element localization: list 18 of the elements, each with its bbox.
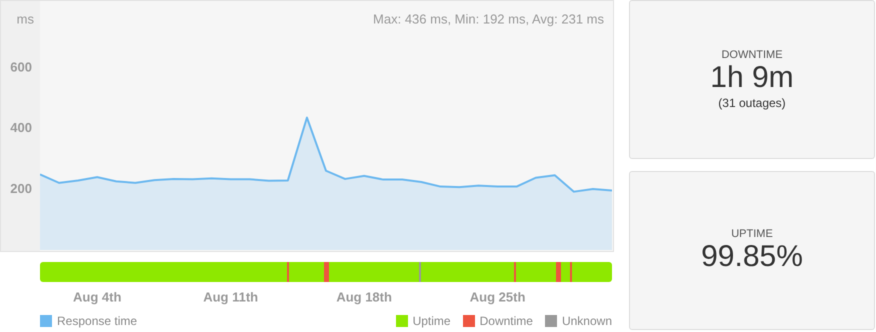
y-axis-title: ms [16,12,34,27]
text: Downtime [480,314,533,328]
text: DOWNTIME [721,48,783,60]
text: 1h 9m [710,60,794,94]
x-tick-label: Aug 18th [336,289,392,304]
text: (31 outages) [718,94,786,110]
x-tick-label: Aug 25th [470,289,526,304]
text: Unknown [562,314,612,328]
y-tick-label: 400 [10,120,32,136]
y-tick-label: 200 [10,180,32,196]
text: Uptime [412,314,451,328]
x-tick-label: Aug 4th [73,289,122,304]
y-tick-label: 600 [10,59,32,74]
text: 99.85% [701,240,803,274]
annotation: Max: 436 ms, Min: 192 ms, Avg: 231 ms [373,12,604,27]
x-tick-label: Aug 11th [203,289,258,304]
legend-label: Response time [56,314,138,328]
text: UPTIME [731,228,773,240]
